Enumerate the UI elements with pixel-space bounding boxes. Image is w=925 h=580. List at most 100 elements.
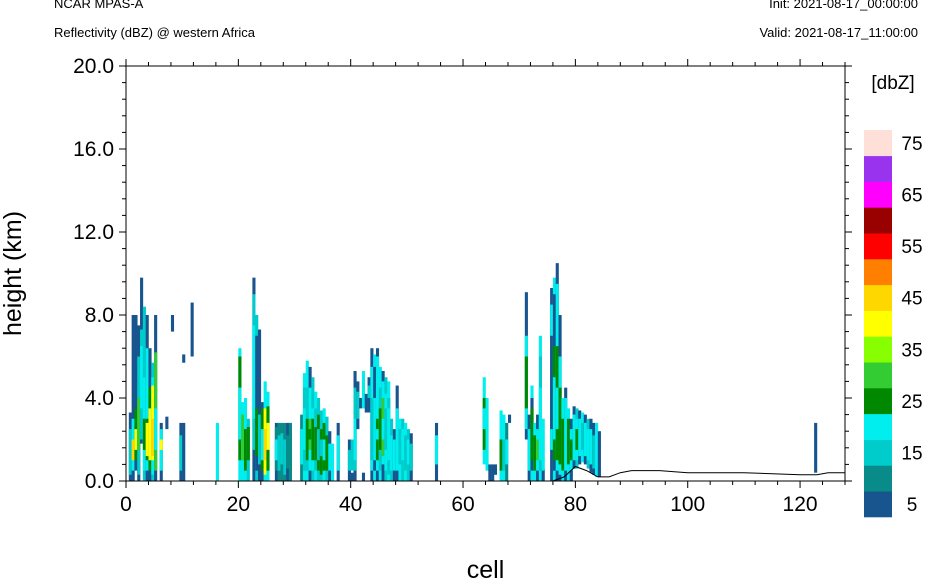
y-tick-label: 16.0 [73,138,114,161]
reflectivity-cell [308,429,312,440]
x-tick-label: 40 [339,493,362,516]
y-tick-label: 20.0 [73,55,114,78]
y-tick-label: 8.0 [85,304,114,327]
reflectivity-cell [288,422,293,481]
reflectivity-cell [142,418,146,450]
reflectivity-cell [347,449,351,471]
reflectivity-cell [322,439,326,461]
reflectivity-cell [378,408,382,450]
reflectivity-cell [277,435,281,471]
reflectivity-cell [406,439,410,465]
reflectivity-cell [137,398,141,450]
colorbar-label: 55 [901,237,922,258]
reflectivity-cell [302,408,307,450]
reflectivity-cell [575,429,579,450]
reflectivity-cell [533,435,537,471]
reflectivity-cell [505,439,509,465]
y-axis-label: height (km) [0,211,27,336]
reflectivity-cell [491,464,495,481]
colorbar-swatch [864,439,892,466]
reflectivity-cell [134,429,138,450]
reflectivity-cell [319,439,323,457]
reflectivity-cell [527,429,531,471]
reflectivity-cells [128,263,818,482]
reflectivity-cell [328,443,332,471]
reflectivity-cell [145,348,149,471]
reflectivity-cell [390,435,394,471]
reflectivity-cell [589,429,593,465]
reflectivity-cell [286,435,290,469]
reflectivity-cell [316,429,321,461]
reflectivity-cell [356,391,360,419]
reflectivity-cell [311,418,315,461]
x-tick-label: 20 [227,493,250,516]
reflectivity-cell [580,422,585,450]
reflectivity-cell [524,356,528,409]
reflectivity-cell [392,439,396,471]
colorbar-swatch [864,259,892,286]
x-tick-label: 60 [451,493,474,516]
colorbar-swatch [864,130,892,157]
colorbar-label: 25 [901,392,922,413]
x-axis-label: cell [467,556,505,580]
x-tick-label: 0 [120,493,132,516]
colorbar-swatch [864,388,892,415]
reflectivity-cell [243,429,248,471]
axis-ticks: 0 20 40 60 80 100 120 0.0 4.0 8.0 12.0 16.0 20.0 [73,55,852,516]
x-tick-label: 100 [670,493,705,516]
reflectivity-cell [353,418,357,461]
reflectivity-cell [263,429,267,461]
valid-time: Valid: 2021-08-17_11:00:00 [759,25,918,40]
reflectivity-cell [165,416,169,430]
colorbar-swatch [864,284,892,311]
reflectivity-cell [541,468,545,481]
x-tick-label: 120 [783,493,818,516]
reflectivity-cell [558,387,562,465]
colorbar-swatch [864,465,892,492]
reflectivity-cell [258,414,262,465]
reflectivity-cell [499,439,503,471]
colorbar-swatch [864,413,892,440]
reflectivity-cell [170,315,175,332]
reflectivity-cell [145,422,149,457]
reflectivity-cell [592,435,596,469]
colorbar-unit: [dbZ] [871,73,914,94]
reflectivity-cell [541,418,545,471]
reflectivity-cell [179,435,183,471]
reflectivity-cell [373,398,377,461]
init-time: Init: 2021-08-17_00:00:00 [769,0,918,11]
reflectivity-cell [572,414,576,461]
reflectivity-cell [134,315,138,471]
reflectivity-cell [536,439,540,461]
reflectivity-cell [381,418,385,440]
colorbar-label: 75 [901,134,922,155]
reflectivity-cell [409,443,413,471]
reflectivity-cell [241,414,245,461]
reflectivity-cell [190,302,194,357]
reflectivity-cell [387,408,391,461]
reflectivity-cell [159,439,163,450]
reflectivity-cell [404,435,408,471]
reflectivity-cell [578,418,582,457]
colorbar-label: 45 [901,289,922,310]
reflectivity-cell [300,429,304,465]
reflectivity-cell [488,464,492,481]
reflectivity-cell [255,335,259,471]
model-name: NCAR MPAS-A [54,0,144,11]
colorbar-swatch [864,181,892,208]
colorbar-label: 35 [901,340,922,361]
reflectivity-cell [485,398,489,471]
reflectivity-cell [530,408,534,461]
reflectivity-cell [370,398,374,461]
reflectivity-cell [238,387,242,440]
colorbar-swatch [864,362,892,389]
reflectivity-cell [359,398,363,409]
reflectivity-cell [502,439,506,471]
colorbar-swatch [864,233,892,260]
reflectivity-cell [552,377,557,440]
reflectivity-cell [367,385,371,398]
reflectivity-cell [555,387,559,430]
terrain-layer [126,465,845,482]
reflectivity-cell [395,408,399,471]
reflectivity-cell [350,472,354,481]
